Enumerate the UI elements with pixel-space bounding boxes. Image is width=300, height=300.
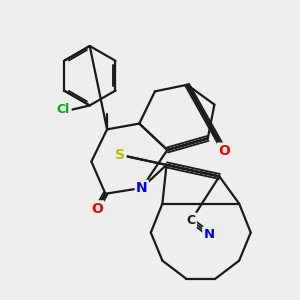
Text: N: N [203,228,214,241]
Text: N: N [136,181,148,195]
Text: O: O [218,144,230,158]
Text: O: O [91,202,103,216]
Text: S: S [115,148,125,162]
Text: Cl: Cl [57,103,70,116]
Text: C: C [187,214,196,227]
